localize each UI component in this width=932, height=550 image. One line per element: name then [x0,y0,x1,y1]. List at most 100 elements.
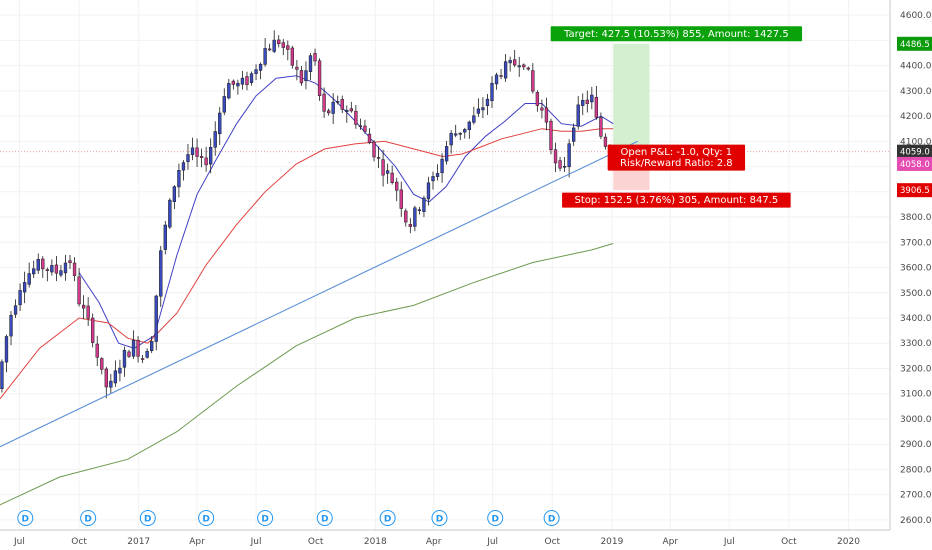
dividend-marker[interactable]: D [431,510,448,526]
candle [558,157,562,172]
stop-label[interactable]: Stop: 152.5 (3.76%) 305, Amount: 847.5 [562,192,791,208]
candle [118,359,122,382]
candle-body [454,133,458,136]
candle [576,95,580,130]
y-tick-label: 4100.0 [900,137,932,147]
y-axis[interactable]: 2600.0 2700.0 2800.0 2900.0 3000.0 3100.0 3200… [889,0,932,530]
candle-body [245,76,249,85]
candle [159,245,163,307]
candle-body [590,94,594,103]
candle [313,48,317,66]
x-tick-label: Jul [723,537,735,547]
dividend-icon[interactable] [431,510,448,526]
candle-body [168,199,172,228]
dividend-marker[interactable]: D [139,510,156,526]
candle-body [172,186,177,202]
candle [440,153,444,183]
dividend-icon[interactable] [316,510,333,526]
trendline[interactable] [0,140,639,448]
candle-body [340,99,344,110]
x-tick-label: 2017 [127,537,150,547]
dividend-icon[interactable] [257,510,274,526]
dividend-marker[interactable]: D [80,510,97,526]
target-label[interactable]: Target: 427.5 (10.53%) 855, Amount: 1427… [550,26,803,42]
candle [100,357,104,375]
position-labels[interactable]: Target: 427.5 (10.53%) 855, Amount: 1427… [550,26,803,208]
candle-body [485,98,490,106]
trendline-layer[interactable] [0,140,639,448]
y-tick-label: 3600.0 [900,264,932,274]
candle [585,90,589,113]
candle-body [540,107,544,111]
candle-body [227,83,231,99]
dividend-marker[interactable]: D [17,510,34,526]
candle-body [494,74,499,85]
candle-body [458,133,462,135]
candle-body [449,132,453,146]
candle [581,93,585,116]
candle-body [603,136,608,147]
candle-body [0,361,4,389]
candle [513,49,517,68]
candle [163,221,167,255]
candle [295,59,299,81]
candle-body [317,60,322,96]
dividend-icon[interactable] [487,510,504,526]
candle-body [304,70,308,82]
candle [263,38,267,67]
dividend-icon[interactable] [80,510,97,526]
candle [385,163,390,184]
x-tick-label: Apr [189,537,205,547]
candle-body [204,157,208,166]
dividend-marker[interactable]: D [379,510,396,526]
candle [218,107,222,146]
dividend-marker[interactable]: D [543,510,560,526]
candle-body [4,336,9,363]
dividend-icon[interactable] [139,510,156,526]
candle-body [322,93,326,112]
candle [136,336,140,363]
x-axis[interactable]: Jul Oct 2017 Apr Jul Oct 2018 Apr Jul Oct 2019 Apr J… [0,529,890,547]
candle [531,63,535,94]
candle [18,283,22,312]
y-tick-label: 4600.0 [900,11,932,21]
candle [404,208,408,227]
candle [113,360,118,387]
dividend-icon[interactable] [198,510,215,526]
candle [367,128,372,145]
candle-body [218,112,222,134]
candle-body [599,117,603,137]
y-tick-label: 2800.0 [900,465,932,475]
candle-body [544,107,549,123]
candle-body [231,80,236,85]
candle [168,198,172,230]
candle-body [345,109,349,112]
y-tick-label: 2900.0 [900,440,932,450]
candle-body [81,304,86,309]
dividend-marker[interactable]: D [198,510,215,526]
dividend-letter: D [321,515,328,525]
candle [9,311,13,346]
dividend-icon[interactable] [17,510,34,526]
candle [245,71,249,91]
price-tag-text: 3906.5 [900,186,930,196]
dividend-marker[interactable]: D [316,510,333,526]
candle [503,54,508,82]
dividend-icon[interactable] [543,510,560,526]
candle-body [131,339,136,357]
dividend-marker[interactable]: D [257,510,274,526]
candle-body [558,160,562,169]
candle-body [95,343,99,358]
price-tag-bg [897,36,932,51]
price-tag-text: 4058.0 [900,160,930,170]
candle-body [91,317,95,343]
stop-label-text: Stop: 152.5 (3.76%) 305, Amount: 847.5 [574,195,778,206]
dividend-marker[interactable]: D [487,510,504,526]
dividend-icon[interactable] [379,510,396,526]
ma-layer [0,75,890,506]
candle [526,66,530,71]
candle [553,142,558,173]
